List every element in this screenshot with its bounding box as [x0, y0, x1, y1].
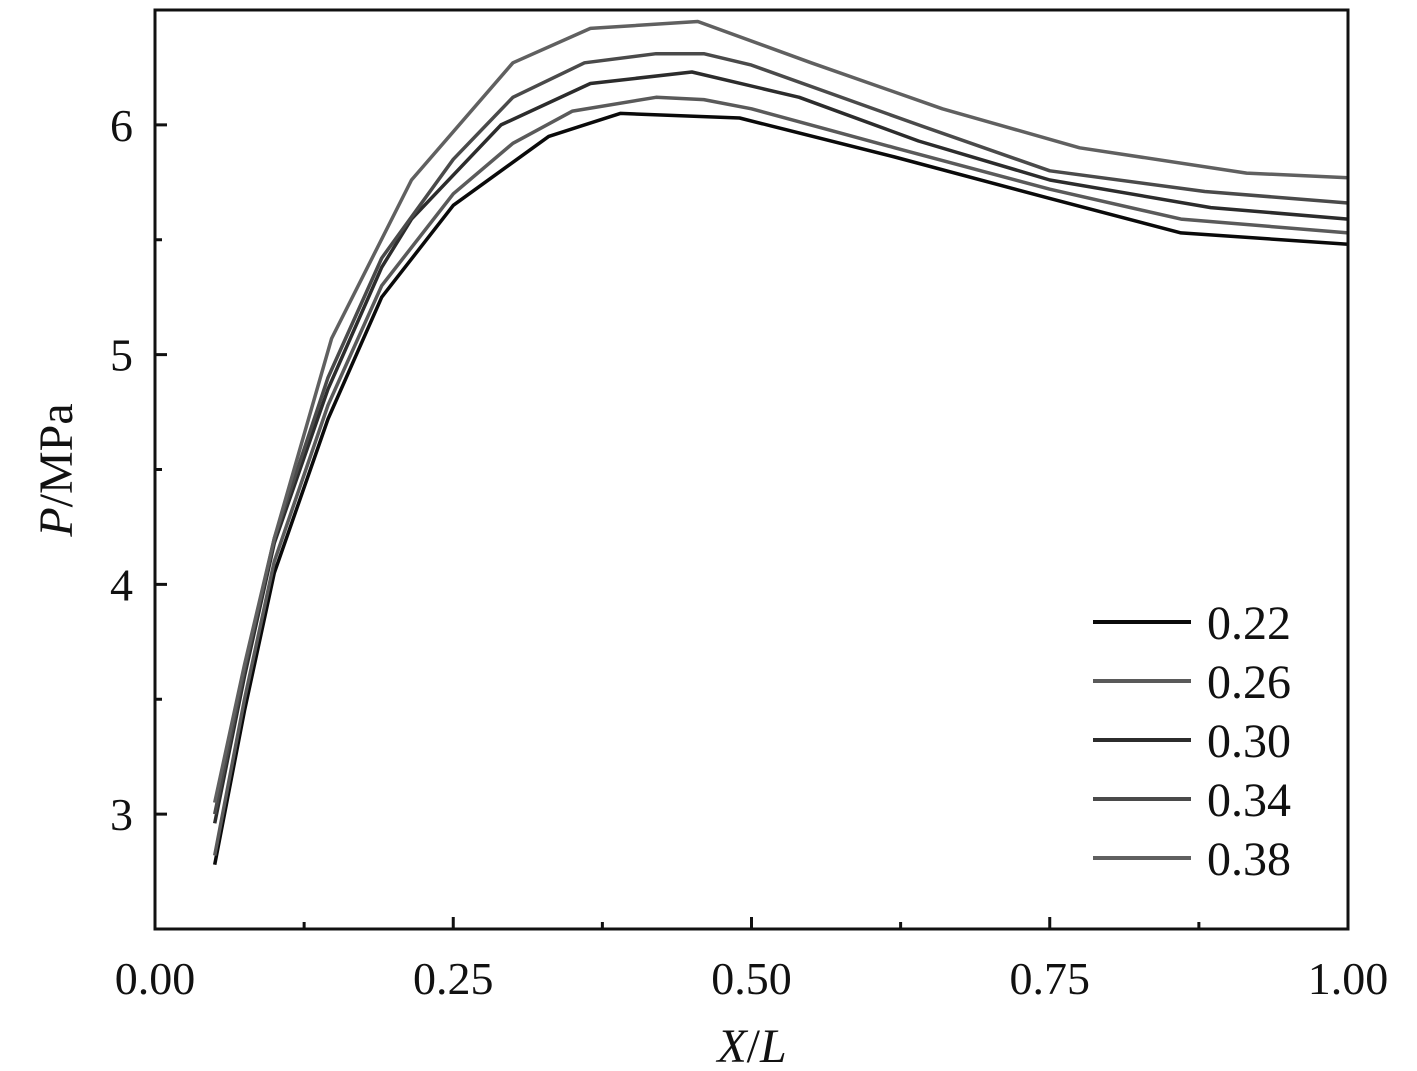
series-line-0.22 — [212, 111, 1349, 866]
x-tick-label: 0.00 — [115, 953, 196, 1004]
series-line-0.26 — [212, 95, 1349, 856]
x-tick-label: 1.00 — [1308, 953, 1389, 1004]
legend: 0.22 0.26 0.30 0.34 0.38 — [1093, 597, 1291, 886]
legend-label-0.22: 0.22 — [1207, 597, 1291, 650]
y-tick-label: 3 — [110, 789, 133, 840]
series-line-0.30 — [212, 70, 1349, 824]
legend-label-0.34: 0.34 — [1207, 774, 1291, 827]
x-axis-title: X/L — [715, 1020, 786, 1071]
legend-label-0.38: 0.38 — [1207, 833, 1291, 886]
series-line-0.38 — [212, 19, 1349, 803]
legend-label-0.26: 0.26 — [1207, 656, 1291, 709]
x-tick-label: 0.25 — [413, 953, 494, 1004]
legend-label-0.30: 0.30 — [1207, 715, 1291, 768]
plot-frame — [153, 8, 1350, 931]
series-line-0.34 — [212, 51, 1349, 815]
y-axis-title: P/MPa — [30, 403, 83, 537]
x-tick-label: 0.50 — [711, 953, 792, 1004]
y-tick-label: 4 — [110, 559, 133, 610]
ticks-layer: 0.00 0.25 0.50 0.75 1.00 3 4 5 6 — [110, 100, 1388, 1004]
series-layer — [212, 19, 1349, 866]
y-tick-label: 6 — [110, 100, 133, 151]
y-tick-label: 5 — [110, 330, 133, 381]
x-tick-label: 0.75 — [1010, 953, 1091, 1004]
